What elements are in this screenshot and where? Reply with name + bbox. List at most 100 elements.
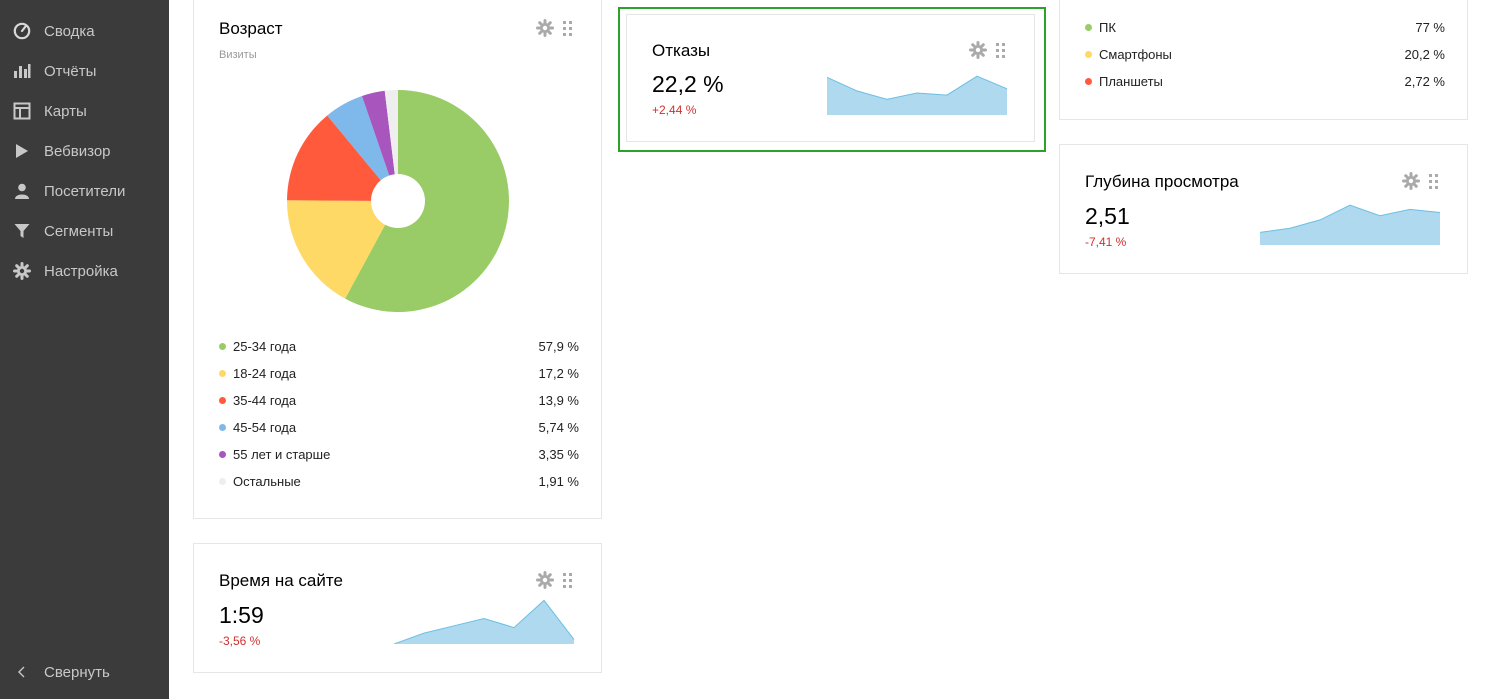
- legend-item: 35-44 года 13,9 %: [219, 387, 579, 414]
- widget-subtitle: Визиты: [219, 49, 257, 61]
- devices-widget: ПК 77 % Смартфоны 20,2 % Планшеты 2,72 %: [1059, 0, 1468, 120]
- legend-value: 57,9 %: [538, 339, 579, 354]
- sidebar-item-settings[interactable]: Настройка: [0, 251, 169, 291]
- dashboard-icon: [0, 22, 44, 40]
- user-icon: [0, 183, 44, 199]
- bounce-sparkline: [827, 75, 1008, 115]
- legend-dot: [219, 397, 226, 404]
- maps-icon: [0, 102, 44, 120]
- time-sparkline: [394, 599, 575, 644]
- widget-title: Возраст: [219, 19, 283, 38]
- gear-icon[interactable]: [536, 571, 554, 589]
- legend-dot: [219, 343, 226, 350]
- age-pie-chart: [287, 90, 509, 312]
- legend-dot: [1085, 24, 1092, 31]
- sidebar-item-label: Отчёты: [44, 62, 97, 80]
- legend-value: 77 %: [1415, 20, 1445, 35]
- sidebar-item-label: Настройка: [44, 262, 118, 280]
- metric-delta: -7,41 %: [1085, 235, 1127, 249]
- widget-tools: [1402, 172, 1438, 190]
- legend-dot: [219, 478, 226, 485]
- legend-label: 55 лет и старше: [233, 447, 331, 462]
- reports-icon: [0, 63, 44, 79]
- collapse-label: Свернуть: [44, 663, 110, 681]
- legend-label: Остальные: [233, 474, 301, 489]
- devices-legend: ПК 77 % Смартфоны 20,2 % Планшеты 2,72 %: [1085, 14, 1445, 95]
- sidebar-item-reports[interactable]: Отчёты: [0, 51, 169, 91]
- pie-slice[interactable]: [327, 96, 390, 181]
- metric-delta: -3,56 %: [219, 634, 261, 648]
- legend-item: Остальные 1,91 %: [219, 468, 579, 495]
- legend-item: 18-24 года 17,2 %: [219, 360, 579, 387]
- legend-value: 17,2 %: [538, 366, 579, 381]
- legend-dot: [1085, 51, 1092, 58]
- sidebar-item-visitors[interactable]: Посетители: [0, 171, 169, 211]
- pie-slice[interactable]: [384, 90, 398, 175]
- legend-value: 13,9 %: [538, 393, 579, 408]
- legend-dot: [1085, 78, 1092, 85]
- gear-icon[interactable]: [536, 19, 554, 37]
- legend-dot: [219, 370, 226, 377]
- sparkline-line: [1260, 204, 1441, 233]
- page-depth-widget: Глубина просмотра 2,51 -7,41 %: [1059, 144, 1468, 274]
- sidebar-item-summary[interactable]: Сводка: [0, 11, 169, 51]
- legend-value: 5,74 %: [538, 420, 579, 435]
- sidebar-item-maps[interactable]: Карты: [0, 91, 169, 131]
- play-icon: [0, 143, 44, 159]
- legend-item: Смартфоны 20,2 %: [1085, 41, 1445, 68]
- drag-handle-icon[interactable]: [563, 20, 572, 36]
- collapse-sidebar-button[interactable]: Свернуть: [0, 652, 169, 692]
- gear-icon[interactable]: [969, 41, 987, 59]
- sidebar-item-segments[interactable]: Сегменты: [0, 211, 169, 251]
- sparkline-line: [394, 599, 575, 644]
- pie-slice[interactable]: [345, 90, 509, 312]
- legend-label: 18-24 года: [233, 366, 297, 381]
- widget-title: Время на сайте: [219, 571, 343, 590]
- filter-icon: [0, 223, 44, 239]
- legend-dot: [219, 451, 226, 458]
- age-legend: 25-34 года 57,9 % 18-24 года 17,2 % 35-44 …: [219, 333, 579, 495]
- gear-icon[interactable]: [1402, 172, 1420, 190]
- legend-label: ПК: [1099, 20, 1116, 35]
- sidebar-item-webvisor[interactable]: Вебвизор: [0, 131, 169, 171]
- time-on-site-widget: Время на сайте 1:59 -3,56 %: [193, 543, 602, 673]
- age-widget: Возраст Визиты 25-34 года 57,9 % 18-24 го…: [193, 0, 602, 519]
- drag-handle-icon[interactable]: [1429, 173, 1438, 189]
- pie-slice[interactable]: [361, 90, 395, 176]
- sparkline-area: [394, 600, 574, 644]
- sidebar-item-label: Посетители: [44, 182, 126, 200]
- legend-value: 20,2 %: [1404, 47, 1445, 62]
- drag-handle-icon[interactable]: [996, 42, 1005, 58]
- drag-handle-icon[interactable]: [563, 572, 572, 588]
- gear-icon: [0, 262, 44, 280]
- selected-widget-outline: [618, 7, 1046, 152]
- widget-title: Отказы: [652, 41, 711, 60]
- metric-value: 1:59: [219, 602, 264, 628]
- legend-dot: [219, 424, 226, 431]
- metric-delta: +2,44 %: [652, 103, 697, 117]
- sidebar-item-label: Сводка: [44, 22, 95, 40]
- widget-tools: [536, 19, 572, 37]
- widget-tools: [536, 571, 572, 589]
- sidebar-item-label: Карты: [44, 102, 87, 120]
- depth-sparkline: [1260, 204, 1441, 245]
- legend-label: Смартфоны: [1099, 47, 1172, 62]
- legend-item: 55 лет и старше 3,35 %: [219, 441, 579, 468]
- chevron-left-icon: [0, 666, 44, 678]
- pie-slice[interactable]: [287, 200, 386, 299]
- legend-value: 1,91 %: [538, 474, 579, 489]
- legend-value: 2,72 %: [1404, 74, 1445, 89]
- sidebar-item-label: Сегменты: [44, 222, 114, 240]
- legend-label: 25-34 года: [233, 339, 297, 354]
- legend-label: 45-54 года: [233, 420, 297, 435]
- sidebar-item-label: Вебвизор: [44, 142, 111, 160]
- legend-item: ПК 77 %: [1085, 14, 1445, 41]
- widget-tools: [969, 41, 1005, 59]
- legend-item: 25-34 года 57,9 %: [219, 333, 579, 360]
- pie-slice[interactable]: [287, 115, 381, 201]
- sparkline-line: [827, 75, 1008, 100]
- sparkline-area: [1260, 205, 1440, 245]
- legend-value: 3,35 %: [538, 447, 579, 462]
- sidebar: Сводка Отчёты Карты Вебвизор Посетители …: [0, 0, 169, 699]
- legend-item: Планшеты 2,72 %: [1085, 68, 1445, 95]
